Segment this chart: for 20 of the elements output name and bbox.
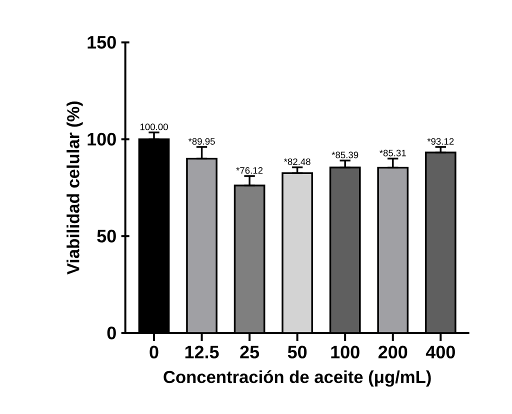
data-label: *85.39 [332, 152, 358, 158]
data-label: 100.00 [140, 124, 168, 130]
x-tick-label: 400 [426, 346, 455, 358]
data-label: *93.12 [427, 138, 454, 145]
x-tick-label: 100 [331, 346, 360, 358]
y-axis-title: Viabilidad celular (%) [66, 102, 83, 275]
y-tick-label: 50 [97, 230, 116, 242]
x-tick-label: 25 [240, 346, 260, 358]
x-axis-title: Concentración de aceite (μg/mL) [164, 370, 431, 387]
data-label: *89.95 [188, 138, 215, 145]
x-tick-label: 200 [378, 346, 408, 358]
y-tick-label: 0 [107, 326, 116, 340]
x-tick-label: 0 [150, 346, 158, 358]
data-label: *85.31 [380, 150, 406, 156]
x-tick-label: 50 [288, 346, 307, 358]
x-tick-label: 12.5 [185, 346, 219, 358]
data-label: *76.12 [236, 167, 263, 174]
data-label: *82.48 [284, 158, 310, 166]
y-tick-label: 100 [88, 132, 116, 146]
y-tick-label: 150 [88, 36, 116, 49]
